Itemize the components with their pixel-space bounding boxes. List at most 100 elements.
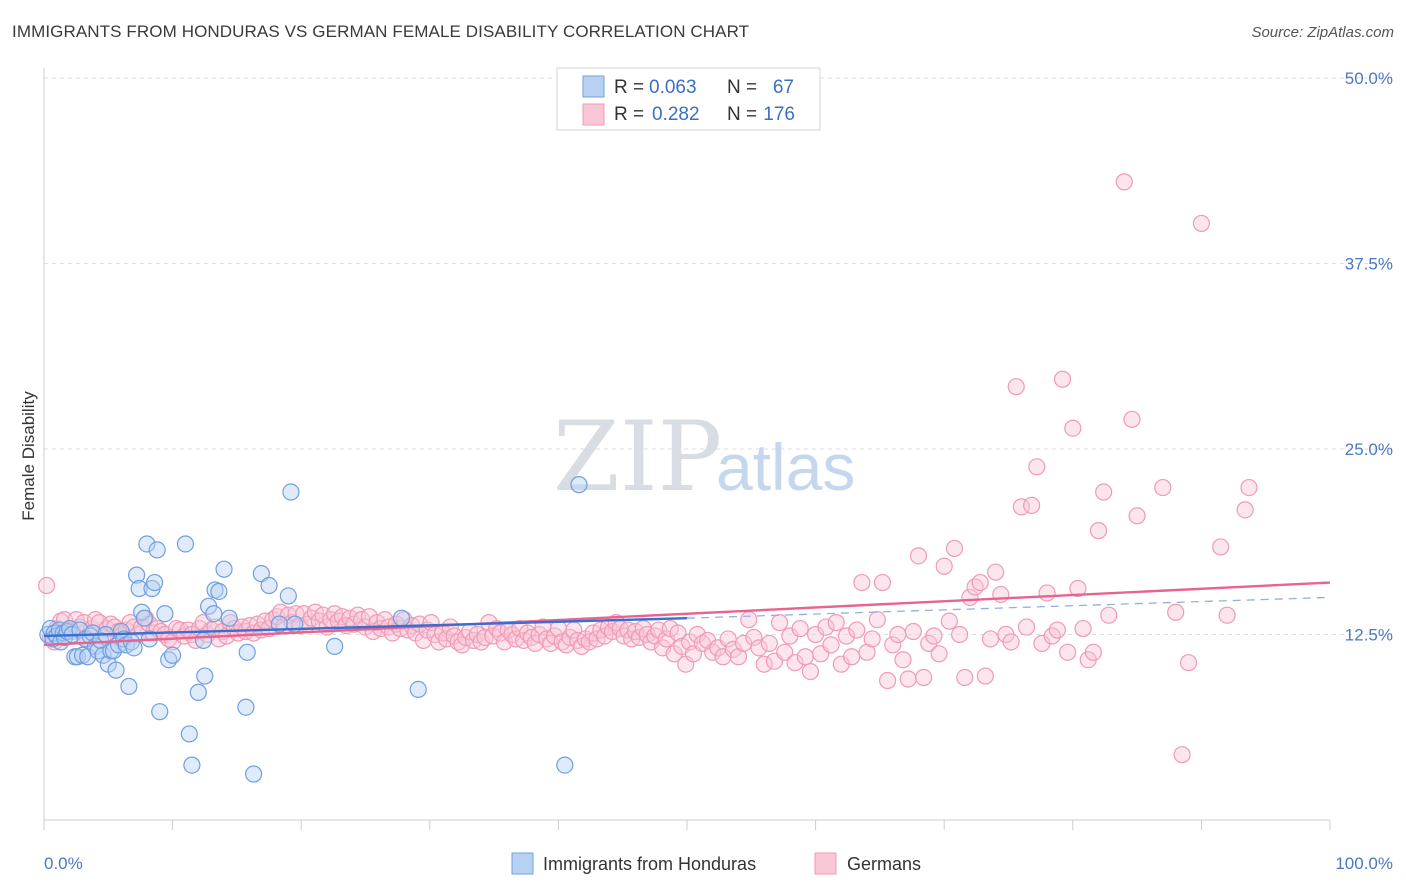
germans-point: [904, 622, 922, 641]
germans-point: [899, 670, 917, 688]
germans-point: [1192, 214, 1211, 233]
germans-point: [879, 671, 897, 690]
honduras-point: [194, 631, 213, 650]
honduras-trend-line: [43, 616, 688, 638]
honduras-point: [260, 576, 278, 595]
germans-point: [786, 654, 804, 672]
germans-point: [1002, 633, 1020, 651]
germans-point: [981, 630, 1000, 648]
germans-point: [719, 630, 737, 648]
legend-r-value-2: 0.282: [652, 104, 700, 125]
honduras-point: [180, 725, 198, 743]
honduras-point: [237, 698, 255, 716]
honduras-point: [205, 605, 223, 623]
germans-point: [971, 573, 989, 592]
chart-title: IMMIGRANTS FROM HONDURAS VS GERMAN FEMAL…: [12, 22, 750, 41]
germans-point: [1089, 522, 1108, 540]
honduras-point: [570, 476, 588, 494]
legend-r-label-2: R =: [614, 104, 644, 125]
germans-point: [1074, 619, 1092, 638]
germans-point: [915, 668, 933, 687]
germans-point: [1023, 496, 1041, 514]
germans-point: [760, 634, 778, 653]
germans-point: [925, 627, 943, 645]
stats-legend: R = 0.063 N = 67 R = 0.282 N = 176: [556, 67, 821, 131]
bottom-legend-swatch-germans: [814, 852, 837, 875]
legend-n-value-2: 176: [763, 104, 795, 125]
germans-point: [956, 668, 974, 687]
germans-point: [1084, 643, 1102, 661]
gridlines: [44, 77, 1392, 635]
germans-point: [863, 630, 881, 648]
germans-point: [817, 618, 835, 636]
honduras-point: [151, 703, 169, 721]
honduras-point: [279, 587, 297, 605]
germans-point: [791, 619, 809, 638]
germans-point: [1212, 538, 1230, 556]
honduras-point: [238, 643, 256, 661]
trend-lines: [43, 581, 1331, 647]
y-axis-label: Female Disability: [19, 391, 38, 521]
germans-point: [1048, 621, 1066, 639]
legend-r-value-1: 0.063: [649, 77, 697, 98]
germans-point: [37, 576, 56, 595]
germans-point: [740, 611, 758, 629]
germans-point: [951, 625, 969, 644]
germans-point: [853, 573, 871, 592]
honduras-point: [125, 639, 143, 657]
honduras-point: [409, 680, 427, 699]
germans-point: [1095, 483, 1113, 501]
germans-point: [894, 651, 912, 669]
germans-point: [1069, 579, 1087, 598]
germans-point: [987, 563, 1005, 581]
honduras-point: [220, 609, 238, 627]
source-label: Source: ZipAtlas.com: [1251, 24, 1394, 41]
germans-point: [770, 614, 789, 632]
honduras-point: [326, 637, 344, 655]
germans-point: [688, 625, 706, 644]
honduras-point: [245, 765, 263, 783]
germans-point: [873, 573, 892, 592]
legend-swatch-honduras: [582, 75, 605, 98]
germans-point: [930, 645, 948, 663]
germans-point: [992, 585, 1010, 604]
legend-r-label-1: R =: [614, 77, 644, 98]
germans-point: [935, 557, 953, 575]
germans-point: [755, 655, 773, 673]
germans-point: [868, 611, 886, 629]
germans-point: [1115, 173, 1133, 191]
germans-point: [1059, 643, 1077, 661]
legend-n-value-1: 67: [773, 77, 794, 98]
germans-point: [1154, 478, 1172, 497]
germans-point: [750, 639, 768, 657]
honduras-point: [138, 535, 156, 553]
honduras-point: [156, 605, 174, 623]
germans-point: [1017, 618, 1036, 636]
germans-point: [1179, 654, 1198, 672]
honduras-point: [392, 609, 411, 627]
watermark-zip: ZIP: [553, 401, 722, 513]
legend-n-label-1: N =: [727, 77, 757, 98]
germans-point: [745, 628, 763, 647]
germans-point: [1218, 606, 1236, 624]
germans-point: [1123, 410, 1141, 428]
germans-point: [945, 539, 964, 558]
honduras-point: [556, 756, 574, 774]
germans-point: [843, 648, 861, 666]
germans-point: [1240, 478, 1258, 497]
germans-trend-line: [43, 581, 1331, 647]
germans-point: [734, 634, 753, 653]
honduras-point: [189, 683, 207, 701]
series-honduras-points: [39, 476, 588, 783]
honduras-trend-extension: [686, 596, 1331, 619]
honduras-point: [196, 667, 214, 685]
honduras-point: [127, 566, 146, 584]
watermark-atlas: atlas: [716, 430, 855, 504]
honduras-point: [164, 646, 182, 664]
germans-point: [837, 627, 856, 645]
germans-point: [1007, 378, 1025, 396]
germans-point: [776, 643, 794, 661]
germans-point: [909, 547, 928, 565]
y-axis-tick-labels: 12.5% 25.0% 37.5% 50.0%: [1345, 69, 1393, 645]
